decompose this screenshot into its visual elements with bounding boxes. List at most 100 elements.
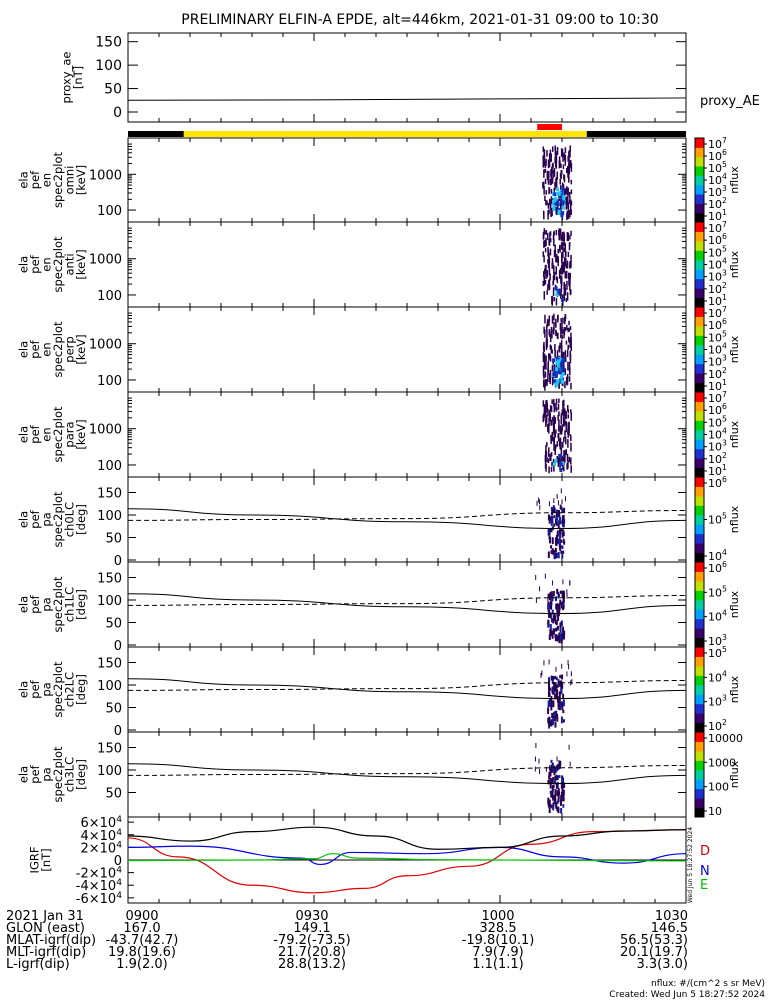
heatmap-cell [548, 771, 551, 777]
heatmap-cell [562, 252, 564, 259]
heatmap-cell [560, 352, 563, 359]
heatmap-cell [560, 297, 564, 302]
heatmap-cell [551, 609, 554, 615]
heatmap-cell [559, 623, 562, 628]
heatmap-cell [559, 462, 563, 467]
colorbar-band [695, 222, 704, 232]
heatmap-cell [546, 200, 548, 206]
heatmap-cell [561, 201, 565, 206]
heatmap-cell [543, 271, 545, 278]
heatmap-cell [567, 660, 569, 666]
heatmap-cell [560, 269, 562, 275]
ephem-row-label: L-igrf(dip) [6, 957, 70, 972]
y-tick-label: 100 [95, 58, 122, 74]
heatmap-cell [547, 368, 550, 374]
heatmap-cell [553, 249, 556, 258]
heatmap-cell [562, 531, 565, 537]
heatmap-cell [554, 687, 557, 691]
y-axis-label-line: ela [16, 256, 30, 273]
y-tick-label: 100 [97, 679, 122, 694]
colorbar-band [695, 335, 704, 346]
heatmap-cell [548, 765, 550, 771]
heatmap-cell [547, 360, 550, 369]
heatmap-cell [564, 188, 566, 196]
heatmap-cell [557, 604, 560, 610]
heatmap-cell [549, 687, 552, 691]
heatmap-cell [555, 329, 557, 337]
heatmap-cell [569, 235, 571, 240]
panel-frame [127, 306, 687, 393]
heatmap-cell [543, 409, 546, 418]
heatmap-cell [541, 670, 543, 676]
heatmap-cell [544, 371, 547, 378]
colorbar-tick-label: 105 [708, 244, 727, 259]
heatmap-cell [554, 350, 556, 358]
heatmap-cell [555, 297, 558, 306]
heatmap-cell [554, 432, 556, 438]
y-axis-label-line: pef [28, 594, 42, 613]
heatmap-cell [544, 248, 547, 253]
heatmap-cell [556, 603, 559, 611]
heatmap-cell [547, 528, 550, 536]
heatmap-cell [554, 780, 557, 784]
y-tick-label: 150 [97, 742, 122, 757]
y-axis-label-line: [deg] [74, 674, 88, 705]
heatmap-cell [564, 430, 566, 439]
colorbar-tick-label: 104 [708, 548, 727, 563]
y-axis-label-line: en [39, 427, 53, 441]
y-axis-label-line: [keV] [74, 419, 88, 449]
panel-proxy_ae: 0 50 100 150 proxy_ae[nT] proxy_AE [59, 32, 760, 123]
heatmap-cell [562, 529, 565, 534]
heatmap-cell [547, 174, 550, 183]
heatmap-cell [553, 552, 556, 560]
heatmap-cell [544, 168, 547, 173]
colorbar-band [695, 769, 704, 780]
heatmap-cell [555, 429, 557, 434]
heatmap-cell [538, 758, 540, 764]
heatmap-cell [564, 147, 567, 154]
heatmap-cell [563, 264, 566, 273]
heatmap-cell [543, 255, 545, 263]
ephem-row-label: 2021 Jan 31 [6, 909, 84, 924]
heatmap-cell [549, 782, 552, 789]
heatmap-cell [560, 716, 563, 724]
heatmap-cell [549, 592, 552, 598]
heatmap-cell [568, 664, 570, 670]
colorbar-band [695, 420, 704, 431]
y-axis-label-line: en [39, 257, 53, 271]
heatmap-cell [564, 327, 567, 332]
heatmap-cell [557, 457, 560, 465]
heatmap-cell [554, 417, 557, 424]
heatmap-cell [553, 313, 555, 321]
colorbar-band [695, 760, 704, 771]
heatmap-cell [545, 190, 547, 195]
heatmap-cell [562, 693, 565, 700]
heatmap-cell [544, 178, 547, 184]
colorbar-tick-label: 103 [708, 184, 727, 199]
heatmap-cell [547, 209, 550, 216]
heatmap-cell [568, 165, 571, 175]
ephem-value: -79.2(-73.5) [273, 933, 350, 948]
heatmap-cell [549, 373, 551, 382]
heatmap-cell [549, 623, 552, 631]
colorbar-tick-label: 102 [708, 451, 727, 466]
heatmap-cell [560, 289, 562, 296]
colorbar-tick-label: 106 [708, 475, 727, 490]
heatmap-cell [548, 331, 551, 337]
colorbar-tick-label: 104 [708, 342, 727, 357]
colorbar-tick-label: 103 [708, 269, 727, 284]
heatmap-cell [552, 676, 555, 680]
panel-frame [127, 391, 687, 478]
heatmap-cell [559, 674, 562, 679]
anti-loss-cone-line [127, 765, 687, 776]
y-axis-label-line: spec2plot [51, 576, 65, 633]
y-axis-label-line: spec2plot [51, 236, 65, 293]
y-axis-label-line: ela [16, 596, 30, 613]
heatmap-cell [544, 230, 546, 235]
colorbar-tick-label: 105 [708, 645, 727, 660]
heatmap-cell [556, 171, 559, 180]
colorbar-tick-label: 103 [708, 439, 727, 454]
heatmap-cell [565, 263, 568, 269]
heatmap-cell [549, 334, 552, 343]
